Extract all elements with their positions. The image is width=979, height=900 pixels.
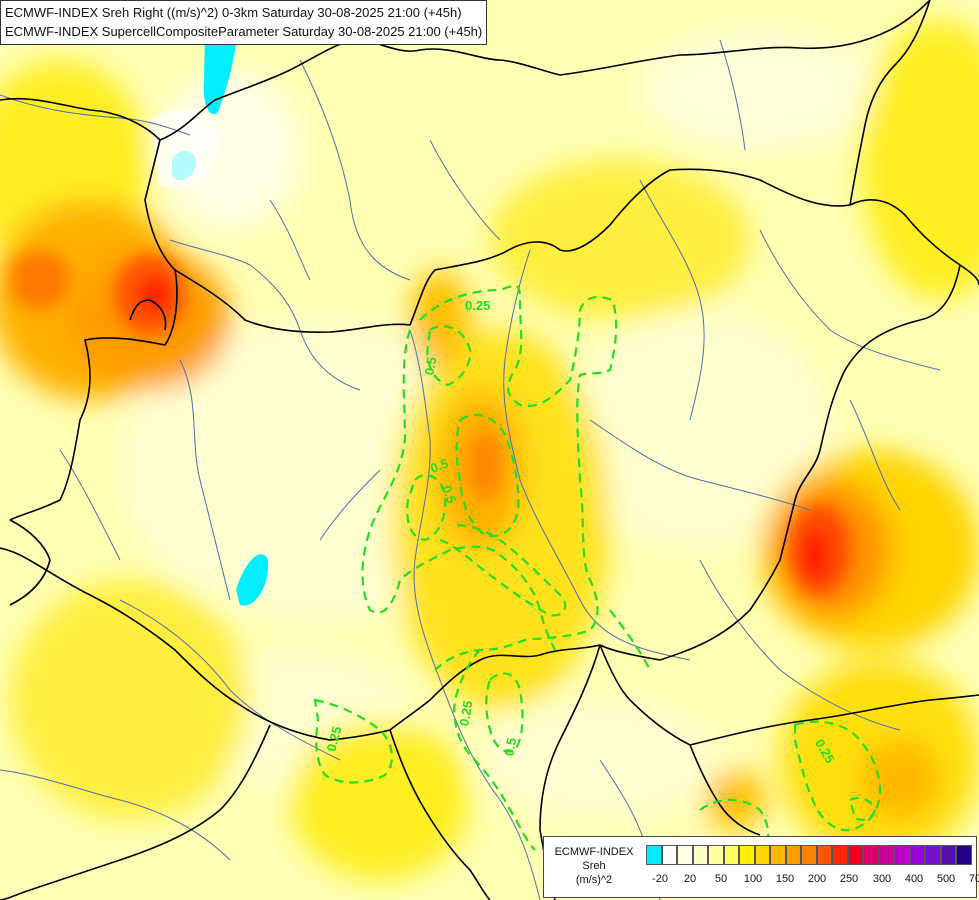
legend-swatch (816, 845, 832, 865)
legend-ticks: -20 20 50 100 150 200 250 300 400 500 700 (646, 873, 979, 889)
legend-tick-label: 50 (714, 873, 728, 885)
legend-tick-label: -20 (652, 873, 668, 885)
legend-tick-label: 300 (872, 873, 892, 885)
legend-swatch (785, 845, 801, 865)
contour-label: 0.25 (323, 725, 344, 753)
legend-tick-label: 700 (968, 873, 979, 885)
legend-swatch (677, 845, 693, 865)
legend-swatch (723, 845, 739, 865)
legend-title: ECMWF-INDEX Sreh (m/s)^2 (544, 837, 644, 897)
contour-label: 0.5 (501, 737, 519, 757)
legend-tick-label: 400 (904, 873, 924, 885)
legend-swatch (801, 845, 817, 865)
contour-label: 0.5 (428, 456, 450, 476)
legend-tick-label: 100 (743, 873, 763, 885)
legend-swatch (956, 845, 972, 865)
legend-swatch (692, 845, 708, 865)
legend-swatch (754, 845, 770, 865)
contour-labels: 0.25 0.5 0.5 0.5 0.25 0.5 0.25 0.25 (323, 298, 837, 766)
color-legend: ECMWF-INDEX Sreh (m/s)^2 -20 20 50 100 150 20… (543, 836, 979, 898)
legend-swatch (661, 845, 677, 865)
legend-swatch (894, 845, 910, 865)
legend-swatch (832, 845, 848, 865)
legend-swatch (878, 845, 894, 865)
legend-tick-label: 200 (807, 873, 827, 885)
legend-swatch (909, 845, 925, 865)
legend-swatch (847, 845, 863, 865)
legend-swatch (770, 845, 786, 865)
scp-contours (313, 284, 882, 851)
legend-swatches (646, 845, 972, 865)
legend-swatch (925, 845, 941, 865)
contour-label: 0.5 (421, 356, 439, 376)
lake-balaton-shape (236, 554, 269, 606)
legend-swatch (940, 845, 956, 865)
sreh-field (0, 20, 979, 880)
map-title-line1: ECMWF-INDEX Sreh Right ((m/s)^2) 0-3km S… (5, 5, 462, 20)
legend-swatch (708, 845, 724, 865)
map-title-line2: ECMWF-INDEX SupercellCompositeParameter … (5, 24, 483, 39)
legend-title-param: Sreh (582, 860, 606, 872)
legend-tick-label: 20 (683, 873, 697, 885)
legend-tick-label: 500 (936, 873, 956, 885)
contour-label: 0.5 (439, 483, 459, 505)
rivers (0, 39, 941, 900)
contour-label: 0.25 (456, 700, 475, 728)
legend-swatch (863, 845, 879, 865)
legend-tick-label: 150 (775, 873, 795, 885)
legend-title-model: ECMWF-INDEX (554, 846, 634, 858)
legend-tick-label: 250 (839, 873, 859, 885)
contour-label: 0.25 (465, 298, 490, 313)
legend-swatch (739, 845, 755, 865)
legend-swatch (646, 845, 662, 865)
map-title-box: ECMWF-INDEX Sreh Right ((m/s)^2) 0-3km S… (0, 0, 488, 45)
legend-units: (m/s)^2 (575, 874, 613, 886)
